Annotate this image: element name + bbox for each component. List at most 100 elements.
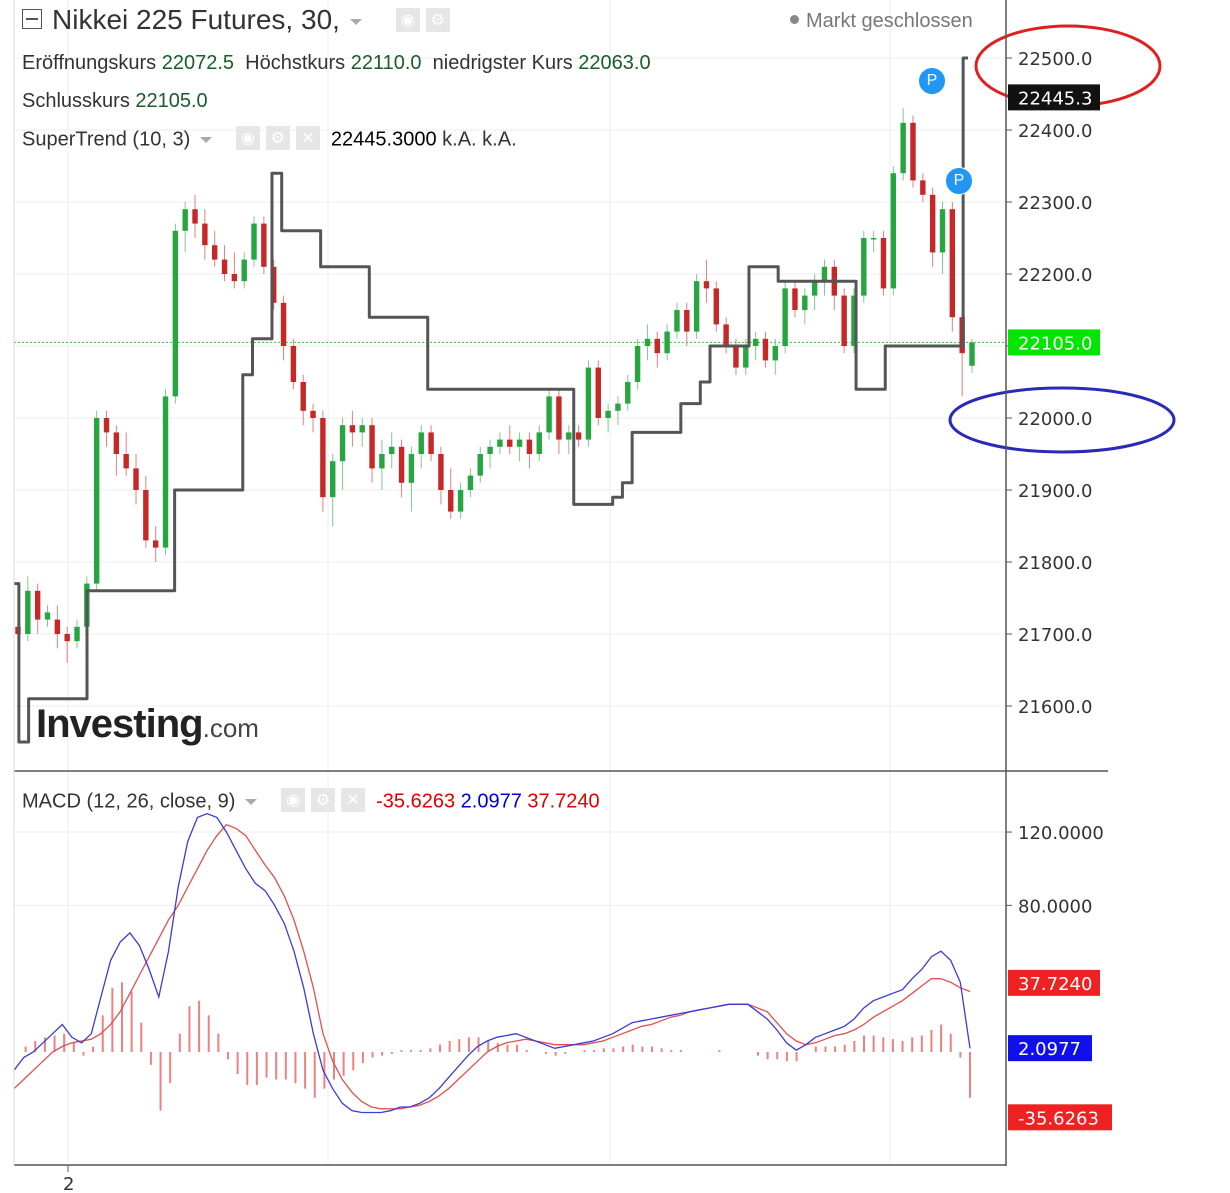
open-label: Eröffnungskurs [22, 52, 157, 74]
candle-body [330, 461, 336, 498]
candle-body [792, 288, 798, 310]
candle-body [654, 338, 660, 354]
eye-icon[interactable]: ◉ [235, 126, 260, 150]
candle-body [516, 439, 523, 447]
candle-body [123, 454, 129, 469]
candle-body [733, 346, 739, 368]
low-label: niedrigster Kurs [432, 52, 573, 74]
symbol-title: Nikkei 225 Futures, 30, [52, 4, 340, 35]
candle-body [152, 540, 159, 548]
macd-signal-line [13, 823, 971, 1110]
supertrend-badge: 22445.3 [1018, 88, 1092, 109]
candle-body [113, 432, 120, 454]
eye-icon[interactable]: ◉ [395, 7, 420, 32]
candle-body [398, 446, 405, 483]
candle-body [880, 238, 887, 289]
candle-body [271, 266, 277, 303]
candle-body [359, 425, 365, 433]
chevron-down-icon[interactable] [200, 137, 213, 143]
candle-body [34, 590, 41, 620]
y-tick-label: 80.0000 [1018, 896, 1092, 917]
y-tick-label: 21600.0 [1018, 697, 1092, 718]
candle-body [143, 490, 149, 541]
candle-body [507, 439, 513, 447]
logo-brand: Investing [36, 702, 204, 746]
macd-hist-badge: -35.6263 [1018, 1108, 1099, 1129]
candle-body [900, 122, 906, 174]
y-tick-label: 21900.0 [1018, 481, 1092, 502]
candle-body [762, 338, 769, 361]
candle-body [231, 274, 238, 282]
close-icon[interactable]: ✕ [340, 788, 365, 812]
candle-body [428, 432, 434, 454]
supertrend-na-2: k.A. [482, 128, 517, 151]
low-value: 22063.0 [578, 52, 651, 74]
supertrend-na-1: k.A. [442, 128, 477, 151]
supertrend-line [14, 56, 968, 744]
candle-body [526, 439, 533, 454]
market-status: Markt geschlossen [790, 10, 973, 33]
supertrend-path [14, 56, 968, 744]
close-icon[interactable]: ✕ [295, 126, 320, 150]
candle-body [920, 180, 926, 195]
candle-body [162, 396, 169, 548]
candle-body [546, 396, 552, 433]
y-tick-label: 120.0000 [1018, 823, 1104, 844]
candle-body [664, 331, 670, 354]
candle-body [595, 367, 601, 418]
candle-body [723, 324, 729, 346]
y-tick-label: 21700.0 [1018, 625, 1092, 646]
candle-body [772, 346, 779, 361]
candle-body [890, 173, 897, 289]
candle-body [851, 295, 857, 346]
candle-body [821, 266, 828, 282]
eye-icon[interactable]: ◉ [280, 788, 305, 812]
last-price-badge-bg [1008, 329, 1100, 356]
candle-body [211, 245, 218, 260]
macd-line [13, 813, 971, 1114]
candle-body [290, 346, 297, 382]
candle-body [713, 288, 719, 325]
candle-body [133, 468, 139, 490]
candle-body [477, 454, 483, 476]
candle-body [556, 396, 562, 440]
gear-icon[interactable]: ⚙ [425, 7, 450, 32]
supertrend-badge-bg [1008, 84, 1100, 111]
open-value: 22072.5 [161, 52, 235, 74]
axes: 21600.021700.021800.021900.022000.022100… [13, 0, 1108, 1193]
macd-legend: MACD (12, 26, close, 9) ◉ ⚙ ✕ -35.6263 2.0… [22, 788, 600, 814]
candle-body [536, 432, 542, 454]
candle-body [743, 346, 749, 368]
candle-body [280, 302, 287, 346]
supertrend-legend: SuperTrend (10, 3) ◉ ⚙ ✕ 22445.3000 k.A. k… [22, 126, 517, 152]
candle-body [684, 310, 690, 332]
chevron-down-icon[interactable] [349, 18, 362, 25]
pivot-marker-icon[interactable]: P [945, 167, 973, 195]
investing-logo: Investing.com [36, 702, 259, 747]
candle-body [25, 590, 31, 634]
candle-body [408, 454, 415, 483]
close-legend: Schlusskurs 22105.0 [22, 90, 208, 113]
chevron-down-icon[interactable] [245, 799, 258, 805]
collapse-icon[interactable] [22, 8, 42, 29]
macd-line-value: 2.0977 [460, 790, 522, 813]
pivot-marker-icon[interactable]: P [918, 67, 946, 95]
candle-body [693, 281, 700, 332]
market-status-text: Markt geschlossen [806, 10, 973, 32]
candle-body [969, 342, 975, 366]
candle-body [841, 295, 847, 346]
y-tick-label: 22400.0 [1018, 121, 1092, 142]
y-tick-label: 22300.0 [1018, 193, 1092, 214]
candle-body [861, 238, 867, 296]
candle-body [448, 490, 454, 512]
y-tick-label: 21800.0 [1018, 553, 1092, 574]
candle-body [585, 367, 592, 440]
macd-signal-badge-bg [1008, 969, 1100, 996]
candle-body [566, 432, 572, 440]
y-tick-label: 22200.0 [1018, 265, 1092, 286]
candle-body [241, 259, 247, 282]
gear-icon[interactable]: ⚙ [310, 788, 335, 812]
price-badges: 22445.3 22105.0 37.7240 2.0977 -35.6263 [1008, 84, 1112, 1131]
gear-icon[interactable]: ⚙ [265, 126, 290, 150]
logo-suffix: .com [202, 713, 259, 743]
